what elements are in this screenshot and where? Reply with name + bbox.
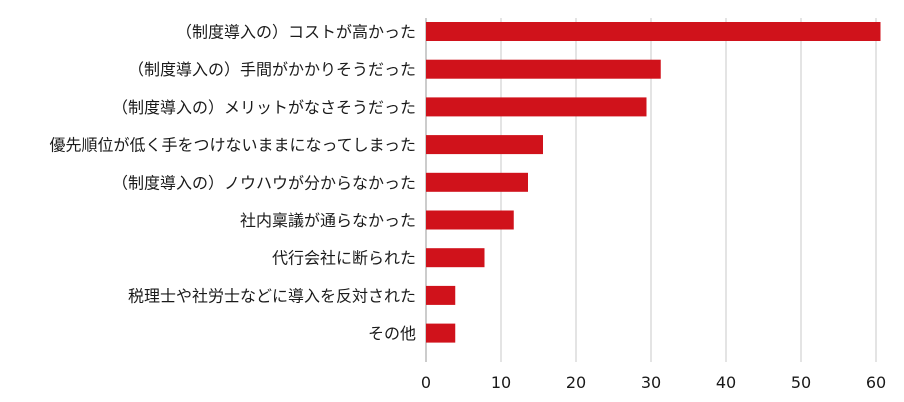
category-label: （制度導入の）手間がかかりそうだった bbox=[128, 60, 416, 79]
category-label: 優先順位が低く手をつけないままになってしまった bbox=[49, 136, 416, 155]
bar-6 bbox=[426, 210, 514, 230]
x-tick-label: 40 bbox=[716, 373, 736, 392]
bar-4 bbox=[426, 135, 543, 155]
category-label: （制度導入の）メリットがなさそうだった bbox=[112, 98, 416, 117]
x-tick-label: 50 bbox=[791, 373, 811, 392]
bar-1 bbox=[426, 22, 881, 41]
x-tick-labels: 0 10 20 30 40 50 60 bbox=[421, 373, 886, 392]
x-tick-label: 20 bbox=[566, 373, 586, 392]
x-tick-label: 60 bbox=[866, 373, 886, 392]
x-tick-label: 30 bbox=[641, 373, 661, 392]
category-label: （制度導入の）ノウハウが分からなかった bbox=[112, 173, 416, 192]
category-label: その他 bbox=[368, 324, 416, 343]
bar-7 bbox=[426, 248, 485, 268]
x-tick-label: 10 bbox=[491, 373, 511, 392]
bar-5 bbox=[426, 172, 528, 192]
bar-8 bbox=[426, 285, 456, 305]
category-labels: （制度導入の）コストが高かった （制度導入の）手間がかかりそうだった （制度導入の）… bbox=[49, 23, 416, 344]
category-label: 社内稟議が通らなかった bbox=[240, 211, 416, 230]
bars bbox=[426, 22, 881, 343]
bar-9 bbox=[426, 323, 456, 343]
category-label: （制度導入の）コストが高かった bbox=[176, 23, 416, 42]
category-label: 代行会社に断られた bbox=[272, 249, 416, 268]
bar-3 bbox=[426, 97, 647, 117]
category-label: 税理士や社労士などに導入を反対された bbox=[128, 286, 416, 305]
bar-2 bbox=[426, 59, 661, 79]
x-tick-label: 0 bbox=[421, 373, 431, 392]
